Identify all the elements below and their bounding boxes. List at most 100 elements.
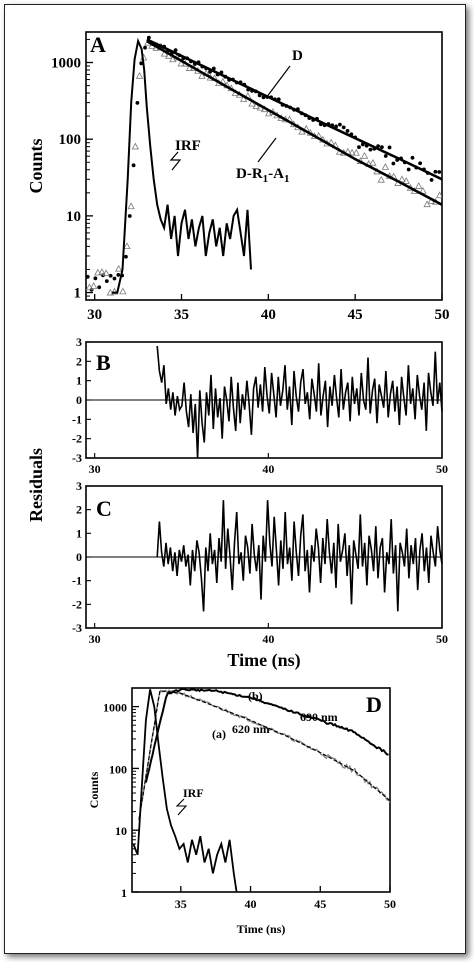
panel-a-x-tick-label: 45	[348, 307, 363, 323]
panel-b-y-tick-label: 2	[76, 354, 82, 368]
series-d-point	[380, 145, 384, 150]
panel-a-letter: A	[90, 32, 106, 57]
series-d-point	[104, 279, 109, 284]
panel-d-x-tick-label: 50	[384, 897, 396, 911]
series-d-point	[337, 122, 342, 127]
annotation-irf: IRF	[175, 138, 201, 154]
panel-a-x-tick-label: 50	[435, 307, 450, 323]
annotation-subscript-1: 1	[263, 173, 269, 185]
series-620nm-fit	[138, 690, 390, 820]
annotation-d-r1-a1-arrow	[257, 137, 277, 163]
annotation-d-arrow	[265, 65, 291, 99]
panel-b-y-tick-label: 0	[76, 393, 82, 407]
panel-c-x-tick-label: 30	[89, 632, 101, 646]
series-d-r1-a1-point	[435, 191, 442, 199]
panel-a-y-tick-label: 100	[59, 132, 82, 148]
panel-b-x-tick-label: 30	[89, 462, 101, 476]
panel-d-x-axis-title: Time (ns)	[237, 922, 286, 936]
series-d-r1-a1-point	[377, 175, 385, 183]
series-d-point	[437, 170, 442, 174]
series-d-r1-a1-point	[369, 158, 377, 166]
series-d-r1-a1-fit-line	[146, 39, 442, 206]
series-d-r1-a1-point	[252, 102, 260, 109]
series-d-point	[357, 145, 361, 150]
panel-d-x-tick-label: 35	[175, 897, 187, 911]
panel-b-x-tick-label: 40	[262, 462, 274, 476]
series-d-fit-line	[146, 38, 442, 181]
annotation-b: (b)	[248, 689, 263, 703]
annotation-d-r-part: D-R	[236, 166, 263, 182]
series-d-point	[433, 169, 438, 174]
panel-d-x-tick-label: 40	[245, 897, 257, 911]
series-d-point	[143, 45, 147, 50]
series-d-r1-a1-point	[360, 151, 369, 159]
series-d-r1-a1-point	[119, 287, 127, 295]
panel-c-y-tick-label: 1	[76, 526, 82, 540]
series-d-point	[124, 254, 128, 259]
panel-d-plot-frame	[131, 687, 391, 893]
series-d-point	[429, 178, 434, 182]
panel-c-y-tick-label: -2	[72, 597, 82, 611]
panel-d-y-tick-label: 1	[121, 886, 127, 900]
panel-c-x-tick-label: 50	[436, 632, 448, 646]
annotation-d-r1-a1: D-R1-A1	[236, 166, 290, 185]
series-d-point	[418, 161, 423, 166]
panel-c-letter: C	[96, 496, 112, 521]
series-d-point	[139, 61, 144, 66]
series-d-point	[116, 273, 121, 277]
panel-d-letter: D	[366, 692, 382, 717]
panel-d-y-tick-label: 100	[109, 762, 127, 776]
panel-a-plot-frame	[85, 31, 443, 301]
annotation-d: D	[292, 48, 303, 64]
panel-a-y-tick-label: 10	[66, 209, 81, 225]
series-d-point	[86, 274, 90, 279]
series-d-point	[406, 167, 411, 172]
series-d-point	[345, 129, 350, 133]
panel-c-y-tick-label: 0	[76, 550, 82, 564]
panel-b-y-tick-label: 1	[76, 374, 82, 388]
series-d-r1-a1-point	[127, 202, 135, 210]
annotation-690nm: 690 nm	[300, 710, 338, 724]
panel-a-x-tick-label: 40	[261, 307, 276, 323]
series-d-point	[108, 273, 113, 278]
series-d-r1-a1-point	[89, 282, 98, 289]
series-d-point	[383, 154, 388, 158]
panel-d-x-tick-label: 45	[314, 897, 326, 911]
annotation-irf-pointer	[169, 151, 182, 171]
annotation-subscript-1b: 1	[284, 173, 290, 185]
series-d-r1-a1-point	[123, 242, 131, 250]
panel-d-y-axis-title: Counts	[87, 771, 101, 808]
series-d-r1-a1-point	[352, 148, 360, 156]
series-d-r1-a1-point	[98, 268, 106, 275]
series-d-r1-a1-point	[248, 99, 256, 107]
series-d-r1-a1-point	[381, 163, 390, 170]
figure-frame	[4, 4, 466, 954]
series-d-point	[112, 276, 117, 281]
panel-c-residual-line	[156, 500, 443, 612]
series-d-point	[127, 214, 132, 218]
panel-a-y-axis-title: Counts	[26, 138, 46, 193]
residuals-axis-title: Residuals	[26, 448, 46, 522]
series-620nm-trace	[138, 689, 390, 821]
panel-c-y-tick-label: -3	[72, 621, 82, 635]
series-d-r1-a1-point	[415, 182, 423, 189]
panel-b-y-tick-label: -3	[72, 451, 82, 465]
series-d-r1-a1-point	[94, 268, 102, 276]
series-irf-d-line	[132, 689, 238, 892]
series-d-point	[173, 48, 178, 53]
series-d-r1-a1-point	[110, 287, 119, 295]
panel-d-data-group	[132, 688, 390, 892]
series-d-point	[341, 125, 346, 130]
panel-b-y-tick-label: -2	[72, 432, 82, 446]
panel-a-y-tick-label: 1	[74, 286, 82, 302]
panel-a-x-tick-label: 35	[174, 307, 189, 323]
panel-b-y-tick-label: 3	[76, 335, 82, 349]
panel-c-y-tick-label: -1	[72, 574, 82, 588]
annotation-620nm: 620 nm	[232, 722, 270, 736]
panel-d-y-tick-label: 10	[115, 824, 127, 838]
panel-b-letter: B	[96, 350, 111, 375]
series-d-point	[93, 276, 98, 281]
series-d-r1-a1-point	[402, 177, 410, 184]
panel-c-y-tick-label: 2	[76, 503, 82, 517]
